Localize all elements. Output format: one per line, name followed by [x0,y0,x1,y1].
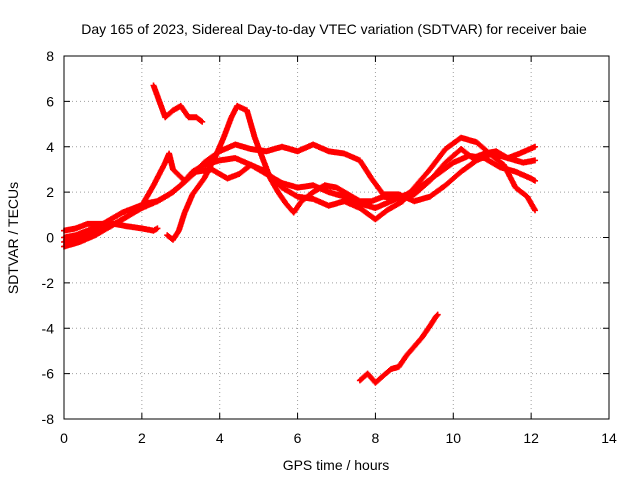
y-tick-label: 8 [46,48,54,64]
y-tick-label: -4 [42,320,55,336]
y-tick-label: 0 [46,230,54,246]
chart-title: Day 165 of 2023, Sidereal Day-to-day VTE… [81,21,587,37]
series-track-6 [164,102,539,243]
plot-frame [63,55,610,420]
x-tick-label: 10 [445,430,461,446]
series-track-5 [150,82,206,125]
y-tick-label: 6 [46,93,54,109]
series-markers [164,102,539,243]
x-tick-label: 4 [216,430,224,446]
y-tick-label: -8 [42,411,55,427]
y-tick-label: -2 [42,275,55,291]
axis-tick-labels: 0 2 4 6 8 10 12 14 -8 -6 -4 -2 0 2 4 6 8 [42,48,617,446]
y-axis-label: SDTVAR / TECUs [5,182,21,294]
series-markers [356,311,441,386]
x-tick-label: 0 [60,430,68,446]
y-tick-label: -6 [42,366,55,382]
x-tick-label: 12 [523,430,539,446]
series-markers [150,82,206,125]
y-tick-label: 2 [46,184,54,200]
x-tick-label: 2 [138,430,146,446]
x-tick-label: 14 [601,430,617,446]
x-tick-label: 8 [372,430,380,446]
series-track-7 [356,311,441,386]
x-tick-label: 6 [294,430,302,446]
x-axis-label: GPS time / hours [283,457,390,473]
y-tick-label: 4 [46,139,54,155]
